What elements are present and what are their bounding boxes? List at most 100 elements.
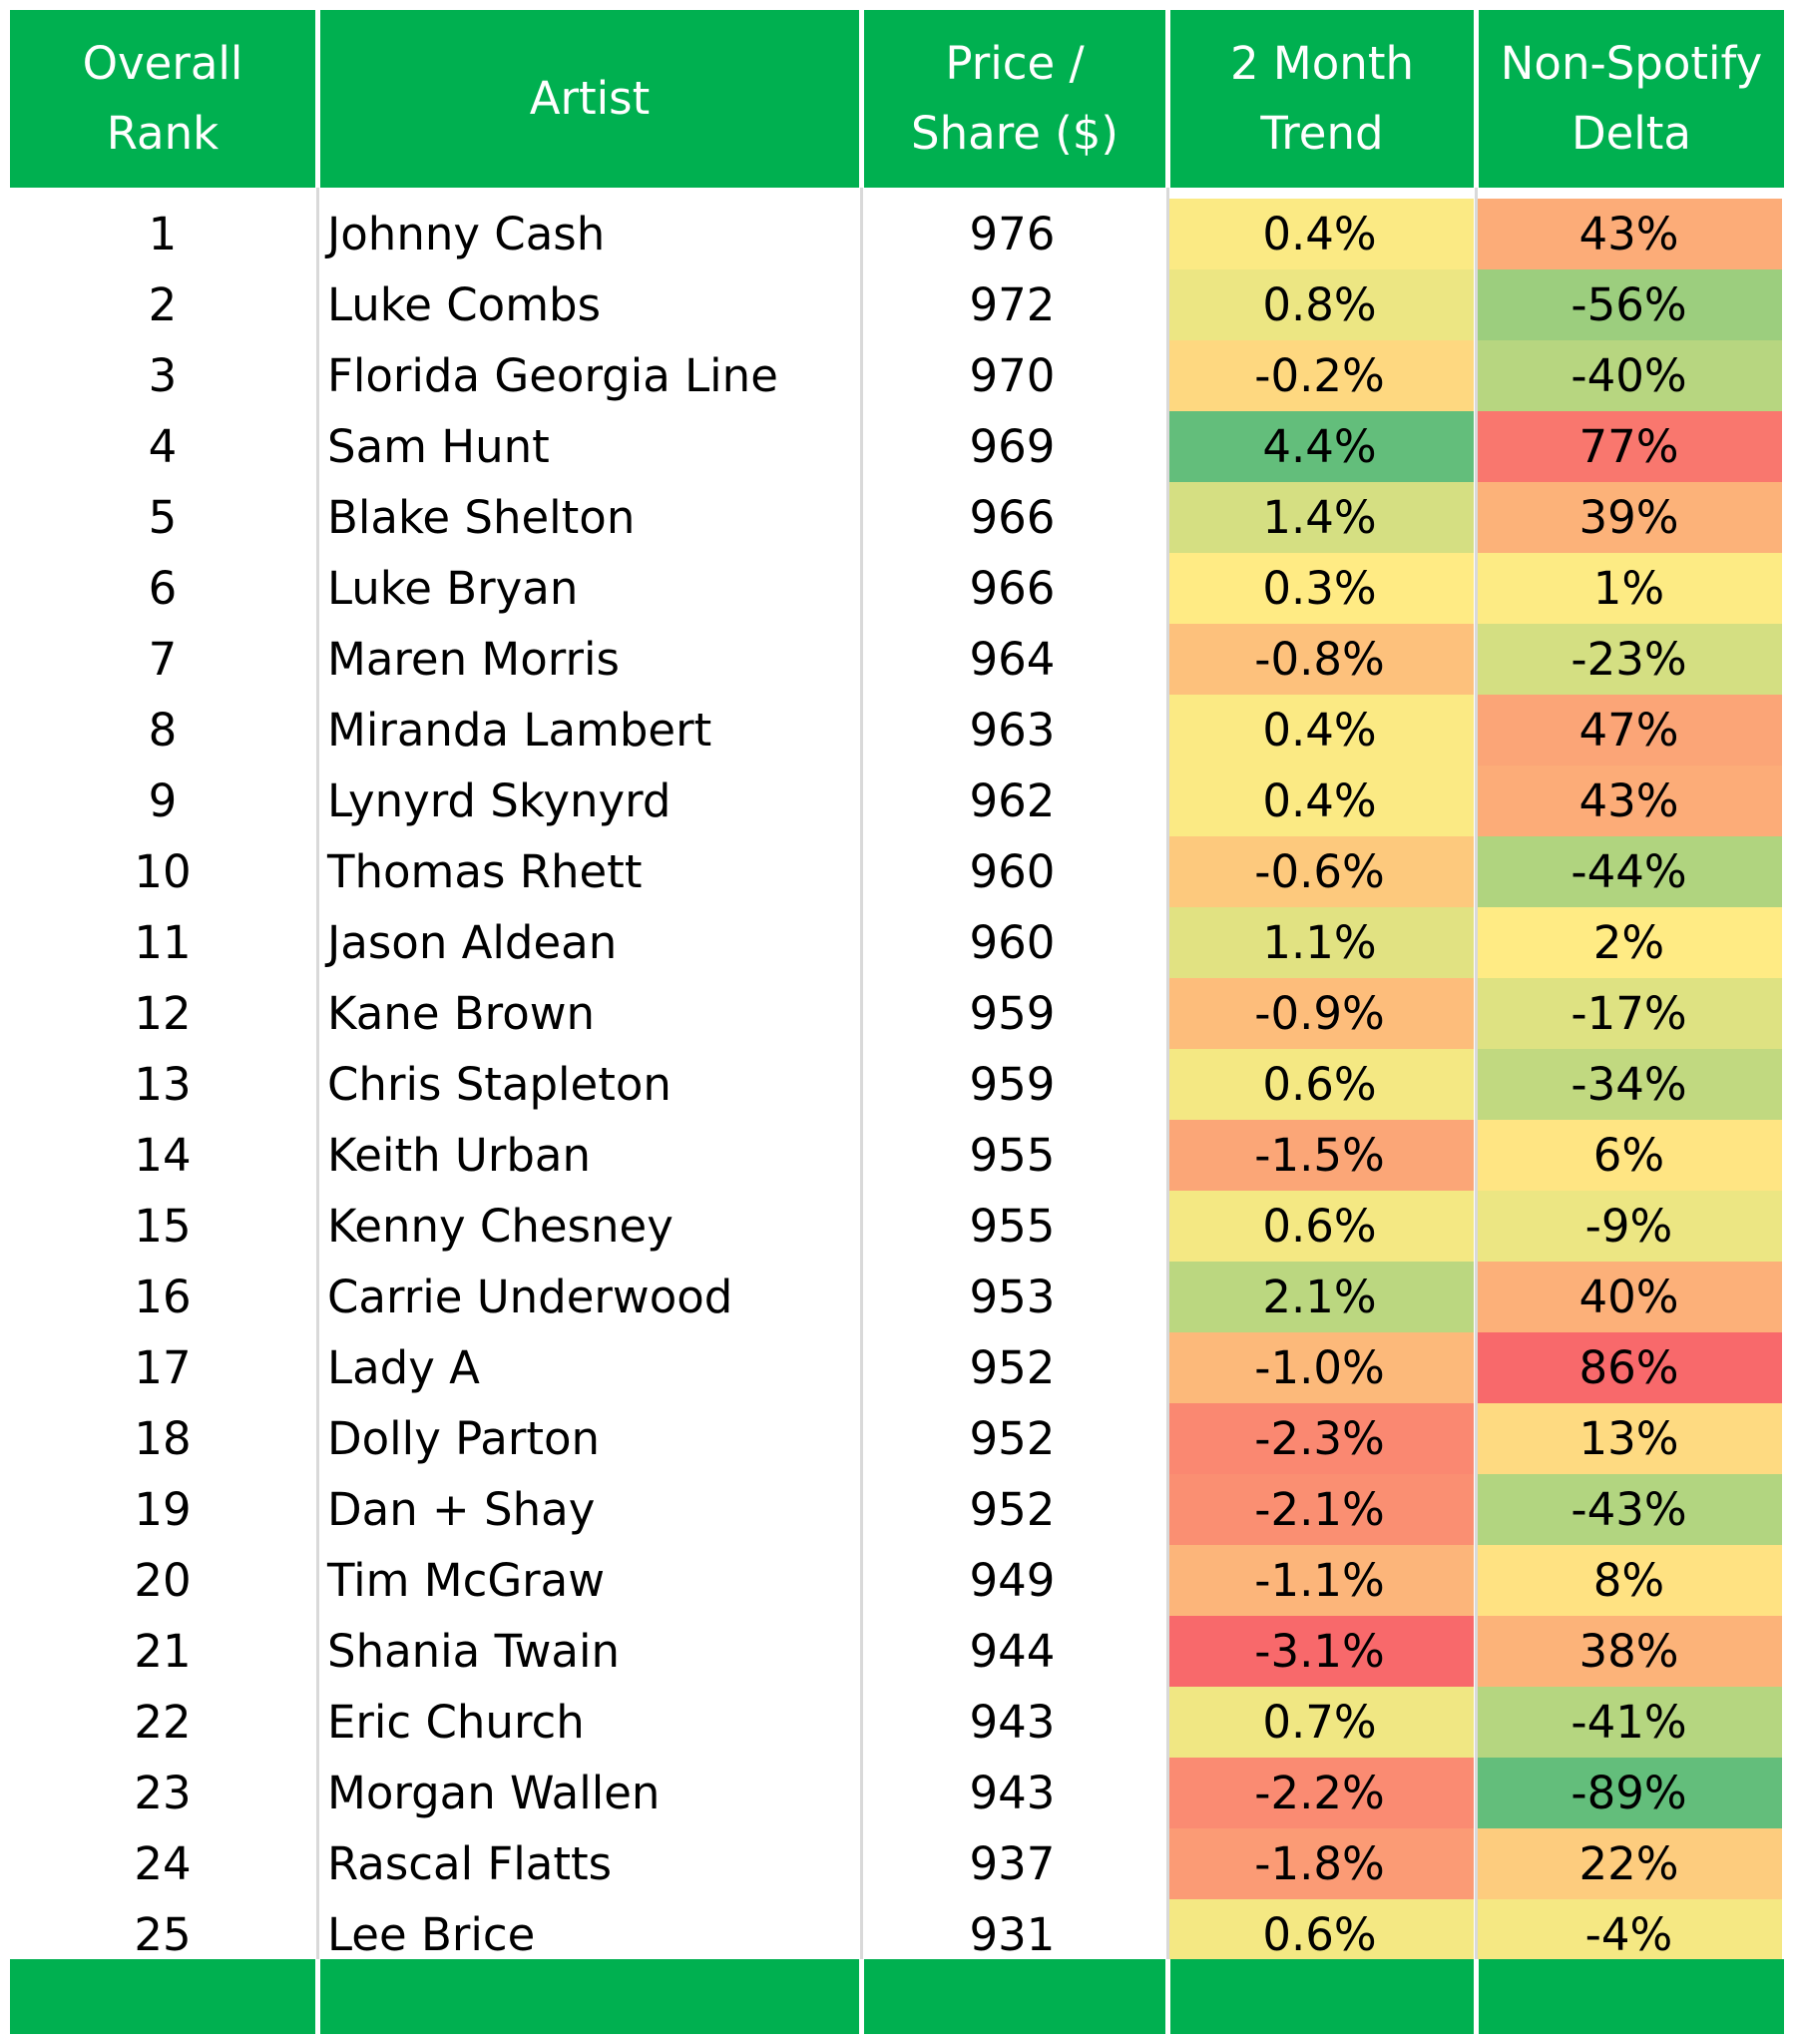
header-overall-rank[interactable]: Overall Rank [82, 37, 243, 160]
trend-cell[interactable]: 0.6% [1262, 1200, 1377, 1253]
delta-cell[interactable]: 1% [1592, 562, 1665, 615]
price-cell[interactable]: 949 [969, 1554, 1056, 1607]
rank-cell[interactable]: 25 [134, 1908, 192, 1961]
price-cell[interactable]: 953 [969, 1271, 1056, 1323]
delta-cell[interactable]: 13% [1578, 1412, 1679, 1465]
artist-cell[interactable]: Lynyrd Skynyrd [327, 774, 672, 827]
artist-cell[interactable]: Blake Shelton [327, 491, 636, 544]
price-cell[interactable]: 955 [969, 1200, 1056, 1253]
artist-cell[interactable]: Lady A [327, 1341, 480, 1394]
delta-cell[interactable]: 38% [1578, 1625, 1679, 1678]
price-cell[interactable]: 966 [969, 491, 1056, 544]
trend-cell[interactable]: 0.3% [1262, 562, 1377, 615]
rank-cell[interactable]: 9 [148, 774, 178, 827]
price-cell[interactable]: 943 [969, 1767, 1056, 1819]
artist-cell[interactable]: Kane Brown [327, 987, 596, 1040]
price-cell[interactable]: 962 [969, 774, 1056, 827]
trend-cell[interactable]: 4.4% [1262, 420, 1377, 473]
header-non-spotify-delta[interactable]: Non-Spotify Delta [1500, 37, 1763, 160]
trend-cell[interactable]: 0.4% [1262, 704, 1377, 757]
price-cell[interactable]: 960 [969, 916, 1056, 969]
artist-cell[interactable]: Rascal Flatts [327, 1837, 613, 1890]
artist-cell[interactable]: Thomas Rhett [327, 845, 643, 898]
artist-cell[interactable]: Tim McGraw [327, 1554, 606, 1607]
rank-cell[interactable]: 17 [134, 1341, 192, 1394]
rank-cell[interactable]: 16 [134, 1271, 192, 1323]
delta-cell[interactable]: 47% [1578, 704, 1679, 757]
price-cell[interactable]: 966 [969, 562, 1056, 615]
rank-cell[interactable]: 2 [148, 278, 178, 331]
rank-cell[interactable]: 11 [134, 916, 192, 969]
delta-cell[interactable]: 39% [1578, 491, 1679, 544]
delta-cell[interactable]: 2% [1592, 916, 1665, 969]
artist-cell[interactable]: Morgan Wallen [327, 1767, 661, 1819]
rank-cell[interactable]: 13 [134, 1058, 192, 1111]
delta-cell[interactable]: 6% [1592, 1129, 1665, 1182]
price-cell[interactable]: 969 [969, 420, 1056, 473]
header-2-month-trend[interactable]: 2 Month Trend [1230, 37, 1414, 160]
delta-cell[interactable]: -89% [1570, 1767, 1687, 1819]
trend-cell[interactable]: 0.6% [1262, 1908, 1377, 1961]
rank-cell[interactable]: 3 [148, 349, 178, 402]
delta-cell[interactable]: -41% [1570, 1696, 1687, 1749]
rank-cell[interactable]: 23 [134, 1767, 192, 1819]
rank-cell[interactable]: 5 [148, 491, 178, 544]
artist-cell[interactable]: Florida Georgia Line [327, 349, 778, 402]
rank-cell[interactable]: 24 [134, 1837, 192, 1890]
price-cell[interactable]: 937 [969, 1837, 1056, 1890]
trend-cell[interactable]: -0.6% [1254, 845, 1385, 898]
rank-cell[interactable]: 4 [148, 420, 178, 473]
artist-cell[interactable]: Carrie Underwood [327, 1271, 733, 1323]
price-cell[interactable]: 960 [969, 845, 1056, 898]
trend-cell[interactable]: 0.7% [1262, 1696, 1377, 1749]
price-cell[interactable]: 944 [969, 1625, 1056, 1678]
delta-cell[interactable]: -44% [1570, 845, 1687, 898]
delta-cell[interactable]: -56% [1570, 278, 1687, 331]
delta-cell[interactable]: -23% [1570, 633, 1687, 686]
rank-cell[interactable]: 15 [134, 1200, 192, 1253]
artist-cell[interactable]: Miranda Lambert [327, 704, 712, 757]
price-cell[interactable]: 931 [969, 1908, 1056, 1961]
trend-cell[interactable]: 1.1% [1262, 916, 1377, 969]
artist-cell[interactable]: Chris Stapleton [327, 1058, 672, 1111]
price-cell[interactable]: 955 [969, 1129, 1056, 1182]
artist-cell[interactable]: Shania Twain [327, 1625, 621, 1678]
price-cell[interactable]: 952 [969, 1483, 1056, 1536]
price-cell[interactable]: 952 [969, 1341, 1056, 1394]
price-cell[interactable]: 976 [969, 208, 1056, 260]
trend-cell[interactable]: -0.2% [1254, 349, 1385, 402]
price-cell[interactable]: 970 [969, 349, 1056, 402]
rank-cell[interactable]: 8 [148, 704, 178, 757]
rank-cell[interactable]: 22 [134, 1696, 192, 1749]
trend-cell[interactable]: -1.0% [1254, 1341, 1385, 1394]
price-cell[interactable]: 972 [969, 278, 1056, 331]
trend-cell[interactable]: -1.5% [1254, 1129, 1385, 1182]
artist-cell[interactable]: Eric Church [327, 1696, 585, 1749]
header-artist[interactable]: Artist [529, 72, 651, 125]
artist-cell[interactable]: Kenny Chesney [327, 1200, 673, 1253]
trend-cell[interactable]: -2.2% [1254, 1767, 1385, 1819]
artist-cell[interactable]: Maren Morris [327, 633, 620, 686]
artist-cell[interactable]: Dan + Shay [327, 1483, 596, 1536]
price-cell[interactable]: 959 [969, 1058, 1056, 1111]
rank-cell[interactable]: 21 [134, 1625, 192, 1678]
trend-cell[interactable]: 0.4% [1262, 774, 1377, 827]
delta-cell[interactable]: 43% [1578, 208, 1679, 260]
artist-cell[interactable]: Dolly Parton [327, 1412, 601, 1465]
artist-cell[interactable]: Sam Hunt [327, 420, 550, 473]
price-cell[interactable]: 964 [969, 633, 1056, 686]
delta-cell[interactable]: -40% [1570, 349, 1687, 402]
price-cell[interactable]: 943 [969, 1696, 1056, 1749]
delta-cell[interactable]: 43% [1578, 774, 1679, 827]
price-cell[interactable]: 952 [969, 1412, 1056, 1465]
header-price-share[interactable]: Price / Share ($) [911, 37, 1119, 160]
trend-cell[interactable]: -1.1% [1254, 1554, 1385, 1607]
rank-cell[interactable]: 7 [148, 633, 178, 686]
artist-cell[interactable]: Luke Combs [327, 278, 602, 331]
artist-cell[interactable]: Johnny Cash [327, 208, 606, 260]
delta-cell[interactable]: 77% [1578, 420, 1679, 473]
delta-cell[interactable]: -43% [1570, 1483, 1687, 1536]
trend-cell[interactable]: 1.4% [1262, 491, 1377, 544]
rank-cell[interactable]: 10 [134, 845, 192, 898]
trend-cell[interactable]: -2.3% [1254, 1412, 1385, 1465]
